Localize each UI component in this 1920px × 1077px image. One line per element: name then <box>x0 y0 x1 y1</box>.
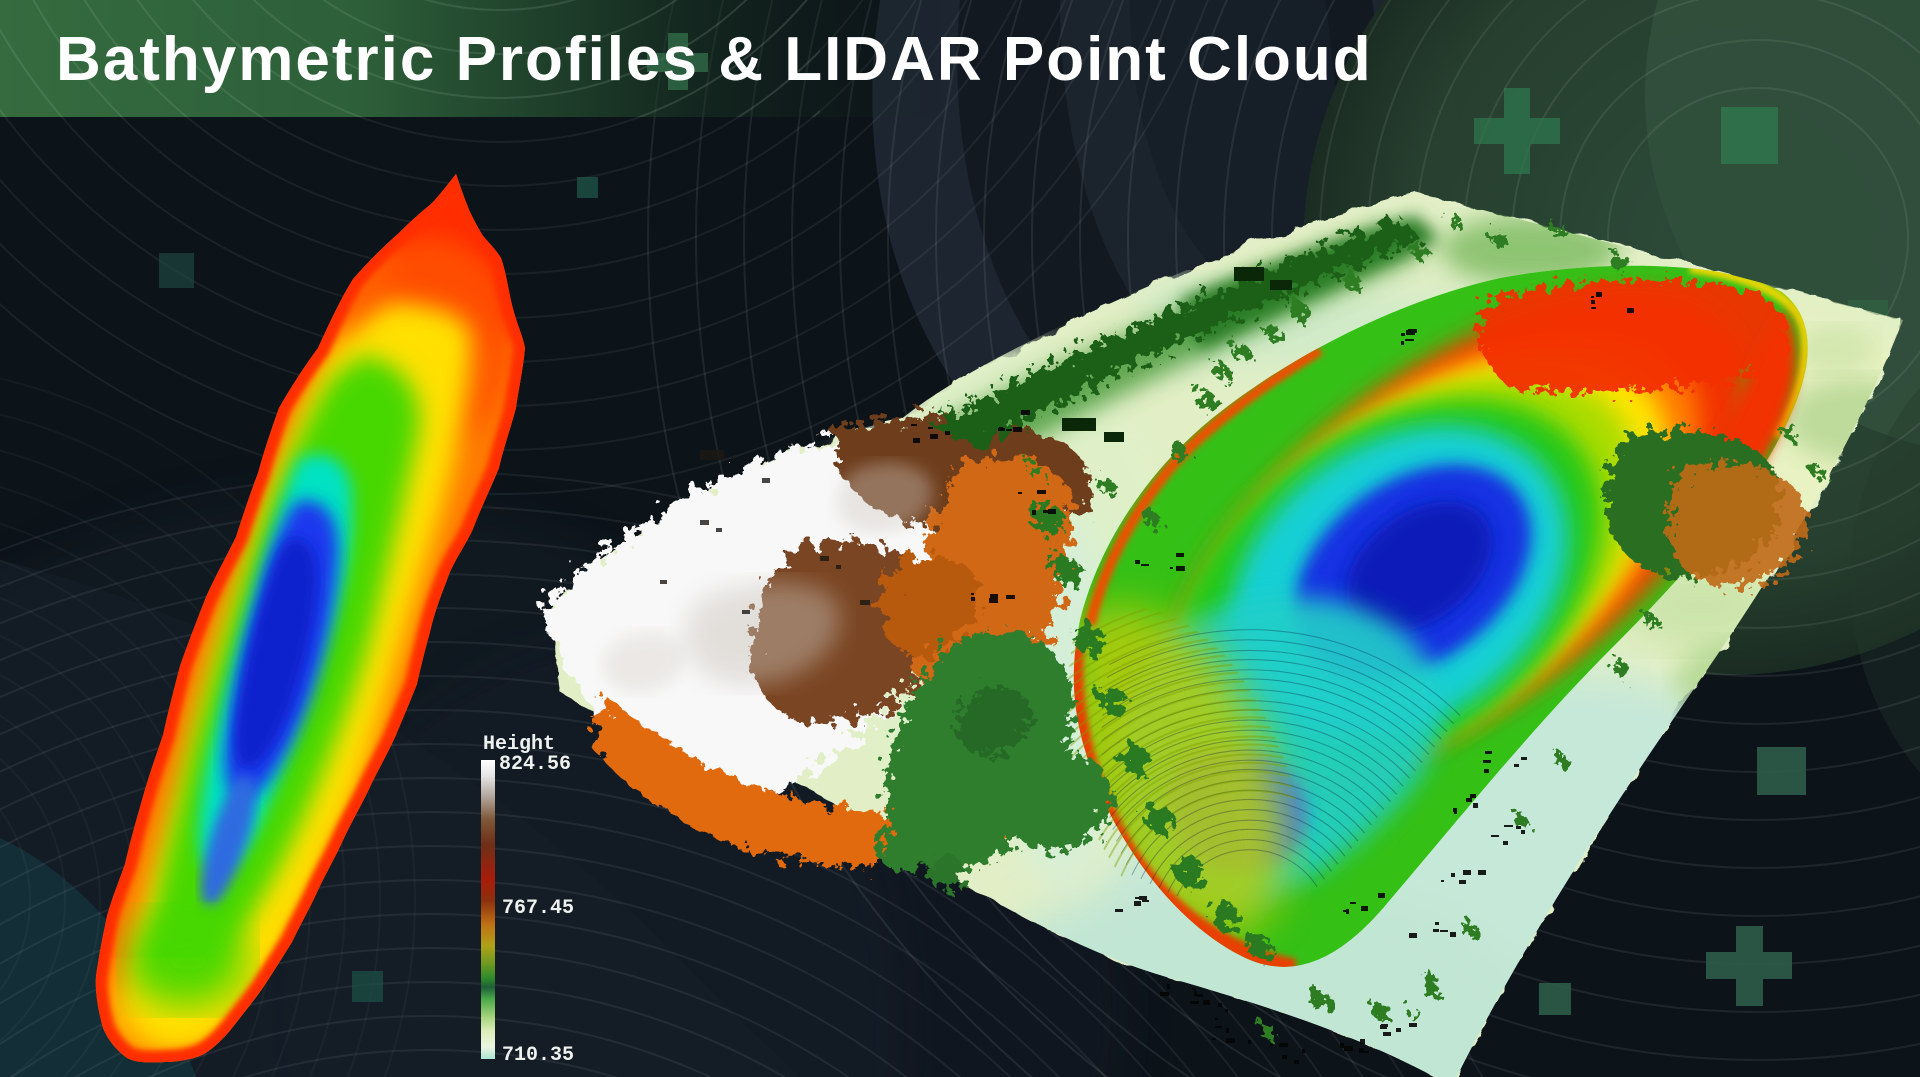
svg-text:Bathymetric Profiles & LIDAR P: Bathymetric Profiles & LIDAR Point Cloud <box>56 25 1373 94</box>
svg-text:Height: Height <box>483 733 555 756</box>
svg-text:710.35: 710.35 <box>502 1044 574 1067</box>
svg-text:767.45: 767.45 <box>502 897 574 920</box>
svg-text:824.56: 824.56 <box>499 753 571 776</box>
